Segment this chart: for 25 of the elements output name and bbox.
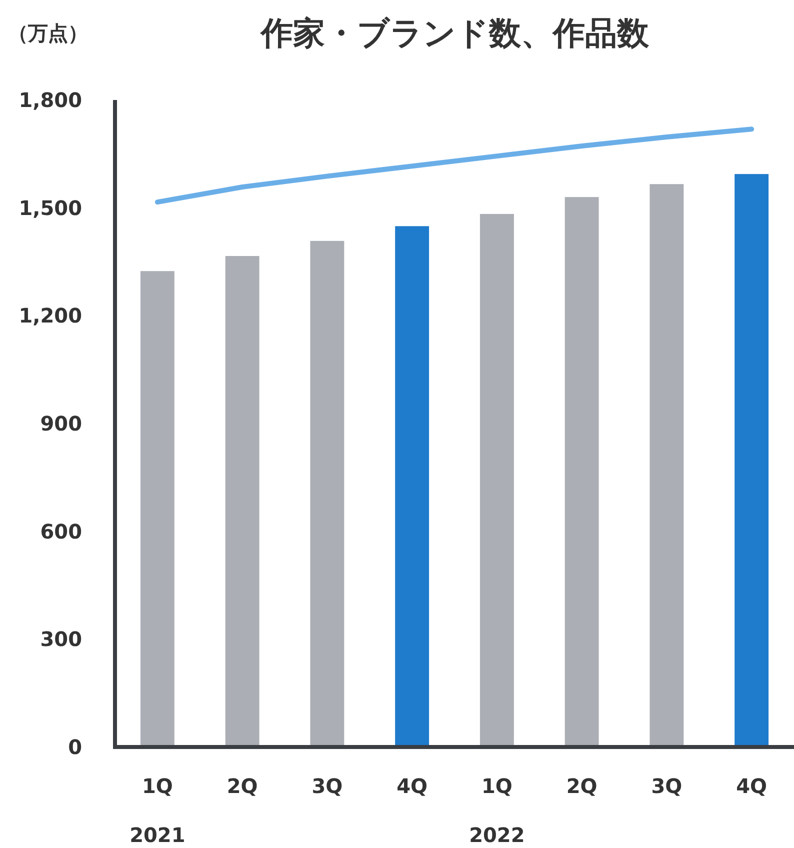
bar bbox=[395, 226, 430, 747]
y-tick-label: 1,500 bbox=[18, 196, 82, 220]
y-tick-label: 300 bbox=[40, 627, 82, 652]
y-tick-label: 600 bbox=[40, 519, 82, 544]
y-tick-label: 1,800 bbox=[18, 88, 82, 112]
bar bbox=[480, 214, 514, 747]
bar bbox=[564, 197, 599, 747]
x-tick-label: 4Q bbox=[396, 774, 428, 798]
category-label: 1Q 2022 bbox=[469, 774, 525, 847]
bar bbox=[650, 184, 684, 747]
x-tick-label: 4Q bbox=[736, 774, 768, 798]
x-tick-label: 2Q bbox=[226, 774, 258, 798]
y-tick-label: 0 bbox=[68, 735, 82, 759]
y-tick-label: 1,200 bbox=[18, 304, 82, 328]
bar bbox=[225, 256, 260, 747]
chart-title: 作家・ブランド数、作品数 bbox=[259, 14, 650, 52]
y-tick-label: 900 bbox=[40, 412, 82, 436]
category-label: 1Q 2021 bbox=[130, 774, 186, 847]
bar bbox=[310, 240, 344, 747]
bar bbox=[140, 271, 174, 747]
x-tick-label: 3Q bbox=[312, 774, 343, 798]
x-tick-label: 3Q bbox=[651, 774, 682, 798]
bar bbox=[734, 174, 769, 747]
x-tick-label: 2Q bbox=[566, 774, 598, 798]
y-axis-title: （万点） bbox=[8, 21, 88, 45]
